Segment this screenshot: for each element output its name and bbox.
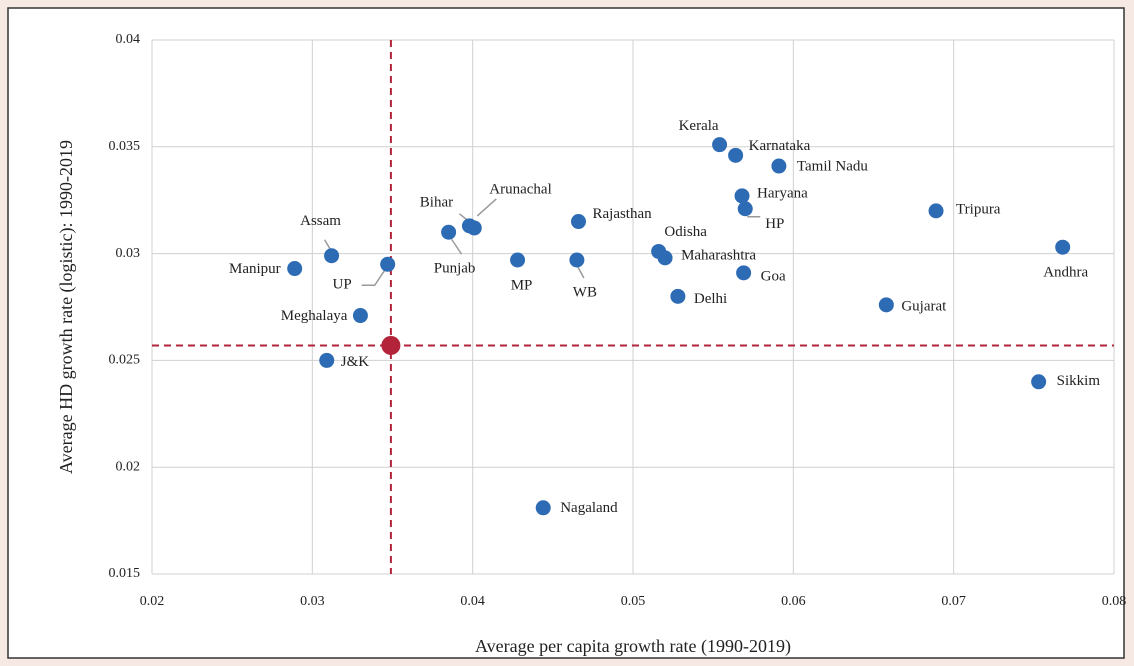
leader-line bbox=[476, 198, 497, 217]
point bbox=[441, 224, 457, 240]
point bbox=[670, 288, 686, 304]
point-label: Odisha bbox=[664, 224, 707, 240]
y-tick-label: 0.03 bbox=[116, 246, 141, 261]
point-label: Nagaland bbox=[560, 500, 618, 516]
point bbox=[771, 158, 787, 174]
point bbox=[736, 265, 752, 281]
point bbox=[928, 203, 944, 219]
point-label: Maharashtra bbox=[681, 247, 756, 263]
y-tick-label: 0.015 bbox=[109, 566, 141, 581]
leader-line bbox=[450, 238, 463, 255]
point-label: Manipur bbox=[229, 261, 281, 277]
point bbox=[352, 308, 368, 324]
point-label: WB bbox=[573, 284, 597, 300]
point-label: Gujarat bbox=[901, 298, 947, 314]
leader-line bbox=[577, 266, 585, 279]
point-label: Haryana bbox=[757, 185, 808, 201]
point-label: Rajasthan bbox=[592, 206, 652, 222]
point bbox=[734, 188, 750, 204]
point-label: HP bbox=[765, 216, 784, 232]
point-label: Tripura bbox=[956, 201, 1001, 217]
point bbox=[737, 201, 753, 217]
x-tick-label: 0.08 bbox=[1102, 594, 1127, 609]
point bbox=[510, 252, 526, 268]
point bbox=[324, 248, 340, 264]
point-label: Tamil Nadu bbox=[797, 158, 869, 174]
point bbox=[380, 256, 396, 272]
point bbox=[657, 250, 673, 266]
chart-frame bbox=[7, 7, 1125, 659]
point bbox=[1055, 239, 1071, 255]
x-tick-label: 0.02 bbox=[140, 594, 165, 609]
point bbox=[878, 297, 894, 313]
point-label: Arunachal bbox=[489, 181, 551, 197]
point bbox=[569, 252, 585, 268]
y-tick-label: 0.02 bbox=[116, 459, 141, 474]
point-label: Kerala bbox=[679, 118, 719, 134]
point bbox=[287, 261, 303, 277]
y-tick-label: 0.025 bbox=[109, 353, 141, 368]
point bbox=[466, 220, 482, 236]
point bbox=[1031, 374, 1047, 390]
point-label: Andhra bbox=[1043, 265, 1088, 281]
point-label: Assam bbox=[300, 213, 341, 229]
point bbox=[319, 352, 335, 368]
point-label: Punjab bbox=[434, 261, 476, 277]
point-label: Karnataka bbox=[749, 138, 811, 154]
y-tick-label: 0.035 bbox=[109, 139, 141, 154]
x-tick-label: 0.03 bbox=[300, 594, 325, 609]
x-tick-label: 0.05 bbox=[621, 594, 646, 609]
leader-line bbox=[323, 239, 332, 251]
point bbox=[712, 137, 728, 153]
x-tick-label: 0.04 bbox=[460, 594, 485, 609]
point-label: Sikkim bbox=[1057, 373, 1101, 389]
reference-point bbox=[381, 335, 401, 355]
point bbox=[728, 147, 744, 163]
point bbox=[570, 214, 586, 230]
point-label: Meghalaya bbox=[281, 308, 348, 324]
x-axis-title: Average per capita growth rate (1990-201… bbox=[475, 636, 791, 657]
point-label: Goa bbox=[761, 268, 786, 284]
x-tick-label: 0.06 bbox=[781, 594, 806, 609]
leader-line bbox=[361, 269, 386, 287]
point-label: Bihar bbox=[420, 194, 453, 210]
point bbox=[535, 500, 551, 516]
point-label: Delhi bbox=[694, 291, 727, 307]
point-label: MP bbox=[511, 277, 533, 293]
point-label: J&K bbox=[341, 354, 370, 370]
y-tick-label: 0.04 bbox=[116, 32, 141, 47]
y-axis-title: Average HD growth rate (logistic): 1990-… bbox=[56, 140, 77, 474]
x-tick-label: 0.07 bbox=[941, 594, 966, 609]
point-label: UP bbox=[333, 277, 352, 293]
